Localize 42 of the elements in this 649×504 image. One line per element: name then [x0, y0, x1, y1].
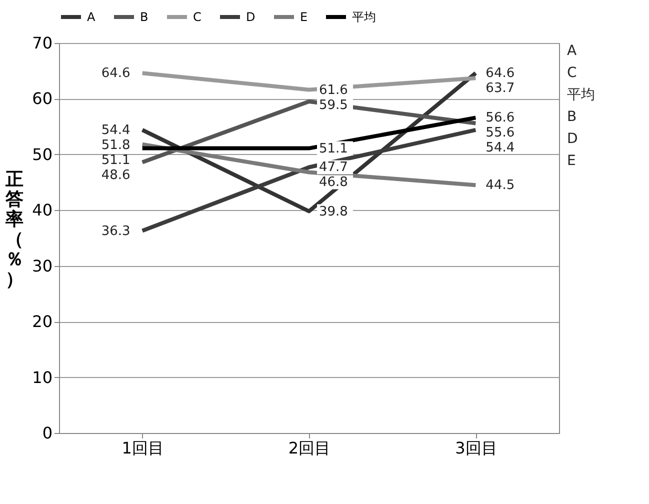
- legend-label: E: [300, 10, 308, 24]
- data-label: 36.3: [101, 224, 130, 239]
- legend-label: 平均: [352, 10, 376, 24]
- data-label: 64.6: [101, 66, 130, 82]
- x-tick-label: 2回目: [288, 438, 331, 458]
- legend-label: C: [193, 10, 202, 24]
- text: E: [567, 153, 576, 169]
- x-tick-label: 1回目: [122, 438, 164, 458]
- data-label: 48.6: [101, 168, 130, 183]
- text: A: [567, 43, 577, 59]
- y-tick-label: 20: [32, 312, 52, 332]
- legend-label: B: [140, 10, 148, 24]
- text: D: [567, 131, 578, 147]
- data-label: 55.6: [486, 126, 515, 141]
- data-label: 54.4: [486, 140, 515, 156]
- data-label: 51.1: [101, 152, 130, 168]
- data-label: 63.7: [486, 81, 515, 96]
- data-label: 61.6: [319, 82, 348, 98]
- y-tick-label: 70: [32, 34, 52, 52]
- y-tick-label: 10: [32, 368, 52, 387]
- text: C: [567, 65, 577, 81]
- y-tick-label: 30: [32, 256, 52, 276]
- text: 平均: [567, 87, 595, 103]
- data-label: 51.8: [101, 138, 130, 153]
- y-tick-label: 0: [42, 424, 52, 442]
- data-label: 47.7: [319, 160, 348, 176]
- y-tick-label: 40: [32, 200, 52, 220]
- data-label: 39.8: [319, 204, 348, 220]
- text: B: [567, 109, 577, 125]
- data-label: 56.6: [486, 110, 515, 126]
- legend-label: D: [246, 10, 256, 24]
- data-label: 54.4: [101, 122, 130, 138]
- legend-label: A: [87, 10, 96, 24]
- data-label: 51.1: [319, 141, 348, 156]
- y-tick-label: 60: [32, 89, 52, 108]
- data-label: 59.5: [319, 98, 348, 113]
- data-label: 64.6: [486, 66, 515, 82]
- data-label: 46.8: [319, 175, 348, 190]
- y-tick-label: 50: [32, 144, 52, 164]
- data-label: 44.5: [486, 178, 515, 194]
- x-tick-label: 3回目: [455, 438, 498, 458]
- y-axis-title: 正答率（％）: [4, 169, 24, 290]
